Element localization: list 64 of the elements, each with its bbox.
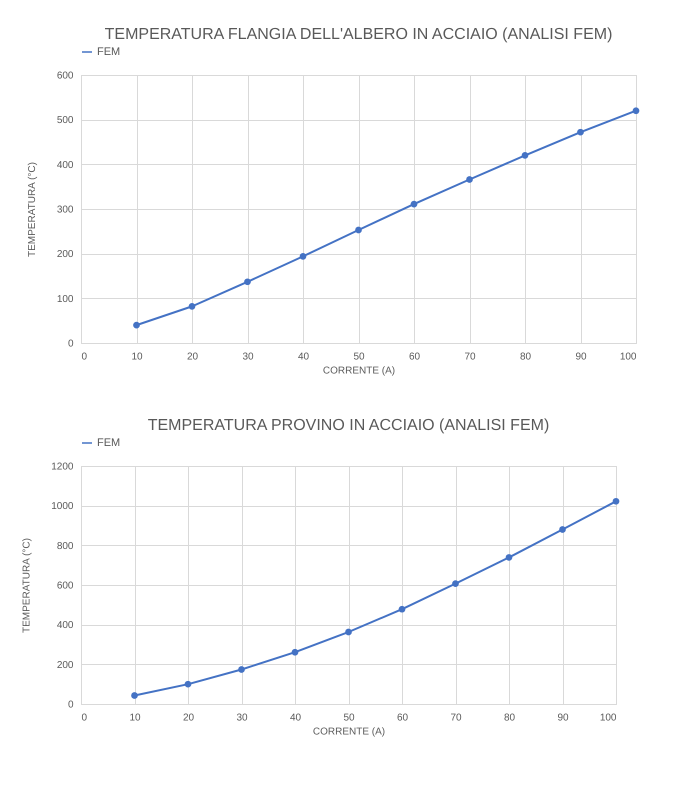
- point: [355, 226, 362, 234]
- x-tick-label: 0: [82, 712, 88, 724]
- x-tick-label: 80: [520, 352, 532, 362]
- point: [244, 278, 251, 286]
- y-tick-label: 200: [56, 249, 74, 260]
- x-tick-label: 40: [298, 352, 310, 362]
- point: [466, 176, 473, 183]
- x-tick-label: 100: [620, 352, 637, 362]
- x-tick-label: 50: [353, 352, 365, 362]
- y-tick-label: 0: [68, 338, 74, 350]
- x-tick-label: 60: [396, 712, 408, 724]
- x-axis-title: CORRENTE (A): [322, 366, 396, 376]
- point: [522, 152, 528, 159]
- y-tick-label: 400: [56, 160, 74, 171]
- point: [559, 526, 566, 533]
- y-tick-label: 200: [56, 660, 74, 671]
- y-tick-label: 800: [56, 540, 74, 552]
- point: [131, 692, 138, 699]
- point: [612, 498, 620, 505]
- legend-label: FEM: [97, 46, 120, 58]
- chart-title: TEMPERATURA PROVINO IN ACCIAIO (ANALISI FEM): [148, 417, 550, 434]
- y-tick-label: 0: [68, 700, 74, 710]
- y-tick-label: 1200: [51, 462, 74, 472]
- y-tick-label: 100: [56, 294, 74, 305]
- y-axis-title: TEMPERATURA (°C): [26, 162, 38, 257]
- x-tick-label: 30: [236, 712, 248, 724]
- point: [506, 554, 512, 561]
- x-tick-label: 60: [408, 352, 420, 362]
- x-tick-label: 10: [129, 712, 141, 724]
- point: [632, 107, 640, 114]
- point: [452, 580, 459, 587]
- chart-title: TEMPERATURA FLANGIA DELL'ALBERO IN ACCIAIO (ANALISI FEM): [104, 26, 612, 43]
- x-tick-label: 70: [464, 352, 476, 362]
- y-tick-label: 600: [56, 580, 74, 592]
- legend-label: FEM: [97, 437, 120, 449]
- x-axis-title: CORRENTE (A): [312, 726, 386, 738]
- point: [184, 680, 192, 688]
- x-tick-label: 20: [182, 712, 194, 724]
- y-tick-label: 500: [56, 115, 74, 126]
- x-tick-label: 90: [557, 712, 569, 724]
- point: [238, 666, 245, 673]
- x-tick-label: 30: [242, 352, 254, 362]
- point: [133, 322, 140, 328]
- x-tick-label: 90: [575, 352, 587, 362]
- point: [345, 628, 352, 636]
- x-tick-label: 0: [82, 352, 88, 362]
- point: [398, 606, 406, 613]
- x-tick-label: 80: [504, 712, 516, 724]
- x-tick-label: 100: [600, 712, 617, 724]
- x-tick-label: 10: [131, 352, 143, 362]
- x-tick-label: 20: [186, 352, 198, 362]
- y-tick-label: 1000: [51, 501, 74, 512]
- point: [300, 253, 306, 260]
- point: [577, 128, 584, 136]
- point: [188, 303, 196, 310]
- point: [410, 200, 418, 208]
- x-tick-label: 70: [450, 712, 462, 724]
- x-tick-label: 40: [290, 712, 302, 724]
- y-axis-title: TEMPERATURA (°C): [21, 538, 32, 633]
- point: [292, 648, 298, 656]
- x-tick-label: 50: [343, 712, 355, 724]
- y-tick-label: 600: [56, 70, 74, 82]
- y-tick-label: 400: [56, 620, 74, 632]
- y-tick-label: 300: [56, 204, 74, 216]
